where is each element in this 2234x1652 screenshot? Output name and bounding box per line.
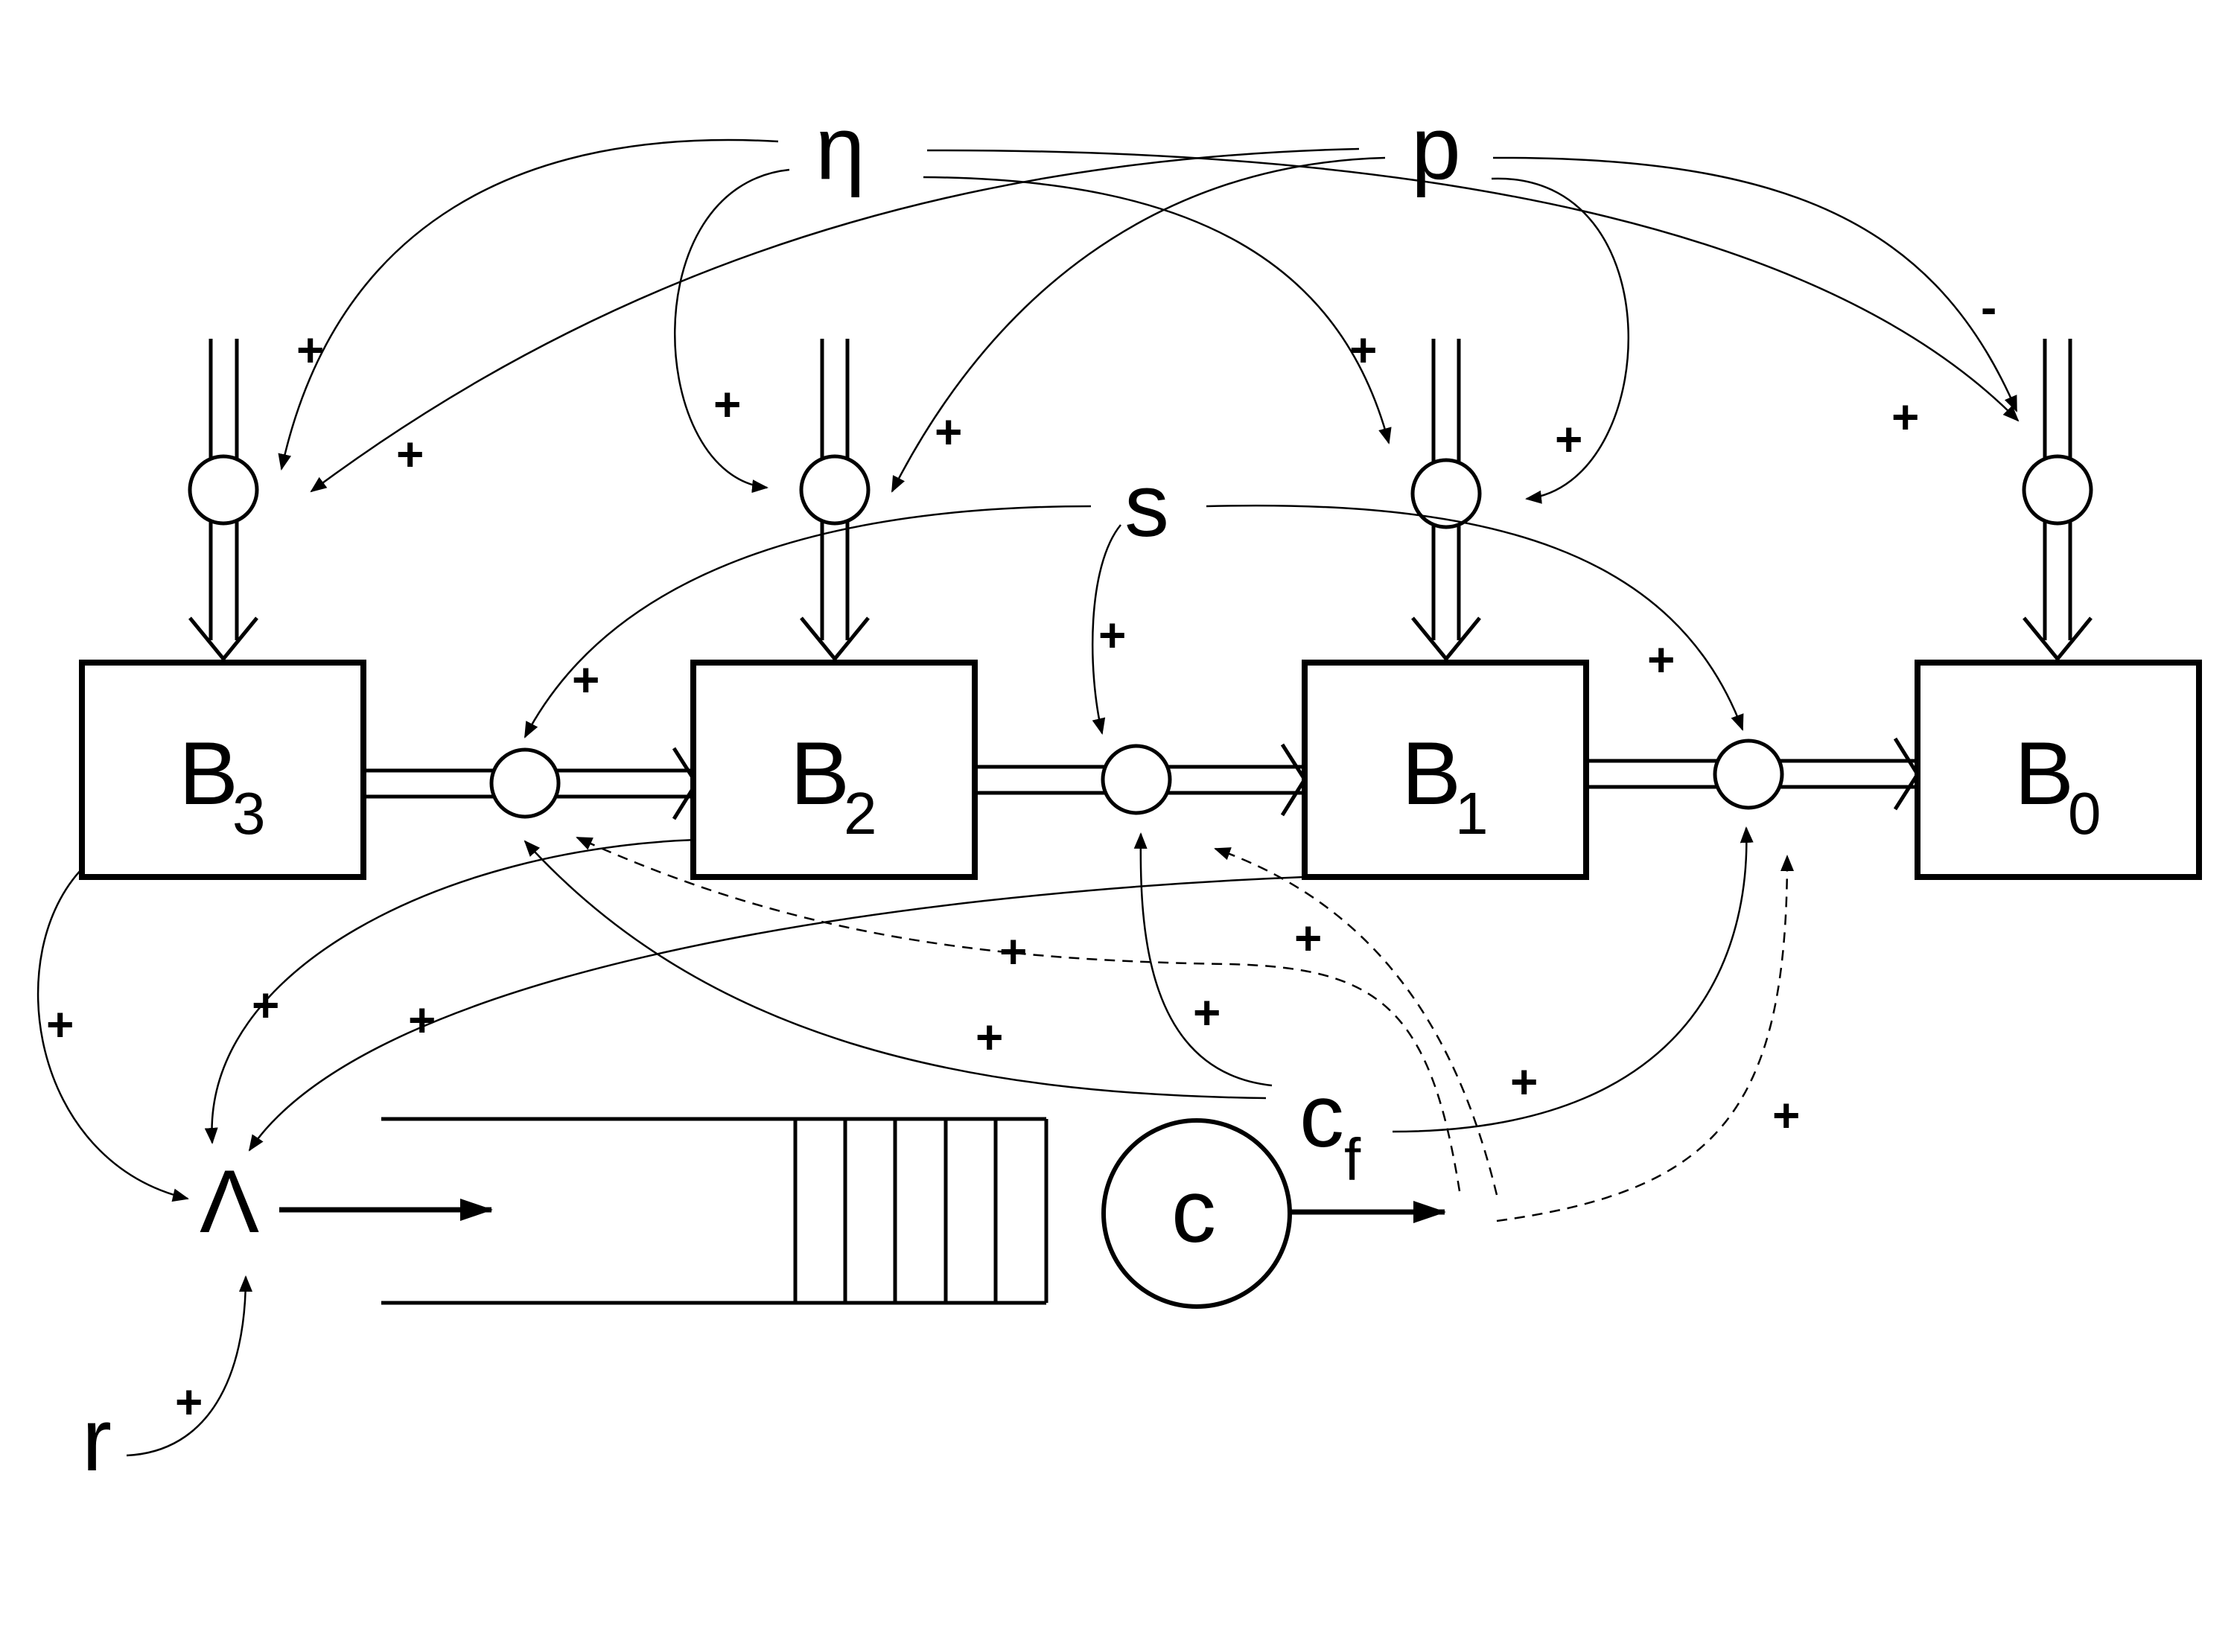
valve-b1-b0 [1713, 739, 1784, 810]
sign-dash-v10: + [1772, 1088, 1800, 1142]
stock-b0-label: B [2014, 724, 2074, 823]
sign-s-v21: + [1098, 608, 1126, 662]
sign-eta-b2: + [713, 377, 741, 431]
cf-label: c [1299, 1066, 1344, 1166]
stock-b2-label: B [790, 724, 850, 823]
valve-b3-b2 [489, 747, 561, 819]
server-label: c [1171, 1161, 1216, 1261]
sign-b1-lambda: + [408, 993, 436, 1047]
sign-eta-b1: + [1349, 323, 1377, 377]
sign-s-v10: + [1647, 633, 1675, 686]
cf-influences [524, 826, 1754, 1133]
lambda-label: Λ [200, 1152, 259, 1251]
stock-b2-subscript: 2 [844, 780, 877, 846]
valves [188, 454, 2093, 819]
stock-b3-subscript: 3 [232, 780, 266, 846]
eta-label: η [815, 98, 865, 198]
stock-b0: B 0 [1915, 660, 2202, 880]
polarity-signs: + + + + + + - + + + + + + + + + + + + + … [46, 281, 1996, 1429]
queue [381, 1117, 1048, 1305]
valve-inflow-b2 [799, 454, 871, 526]
sign-s-v32: + [572, 653, 599, 707]
stock-b1-label: B [1401, 724, 1461, 823]
sign-p-b1: + [1555, 412, 1582, 466]
valve-inflow-b0 [2022, 454, 2093, 526]
sign-eta-b3: + [296, 323, 324, 377]
stock-b1: B 1 [1302, 660, 1589, 880]
sign-cf-v32: + [976, 1010, 1003, 1064]
sign-p-b3: + [396, 427, 424, 481]
valve-inflow-b1 [1410, 458, 1482, 529]
p-influences [310, 147, 2018, 504]
sign-cf-v21: + [1193, 986, 1221, 1039]
sign-dash-v32: + [999, 925, 1027, 978]
stock-b3-label: B [179, 724, 238, 823]
stock-b1-subscript: 1 [1455, 780, 1489, 846]
sign-p-b0: + [1891, 390, 1919, 444]
sign-b2-lambda: + [252, 978, 279, 1032]
valve-b2-b1 [1101, 744, 1172, 815]
stock-b2: B 2 [690, 660, 978, 880]
stock-b0-subscript: 0 [2068, 780, 2101, 846]
r-label: r [82, 1390, 112, 1490]
eta-influences [278, 138, 2020, 494]
sign-b3-lambda: + [46, 998, 74, 1051]
sign-cf-v10: + [1510, 1055, 1538, 1109]
dashed-influences [576, 836, 1794, 1222]
sign-r-lambda: + [175, 1375, 203, 1429]
lambda-influences [36, 838, 1305, 1457]
sign-p-b2: + [935, 405, 962, 459]
cf-subscript: f [1344, 1126, 1361, 1193]
stock-b3: B 3 [79, 660, 366, 880]
sign-dash-v21: + [1294, 911, 1322, 965]
valve-inflow-b3 [188, 454, 259, 526]
s-influences [524, 504, 1744, 739]
sign-eta-b0: - [1981, 281, 1996, 334]
s-label: s [1124, 456, 1169, 555]
